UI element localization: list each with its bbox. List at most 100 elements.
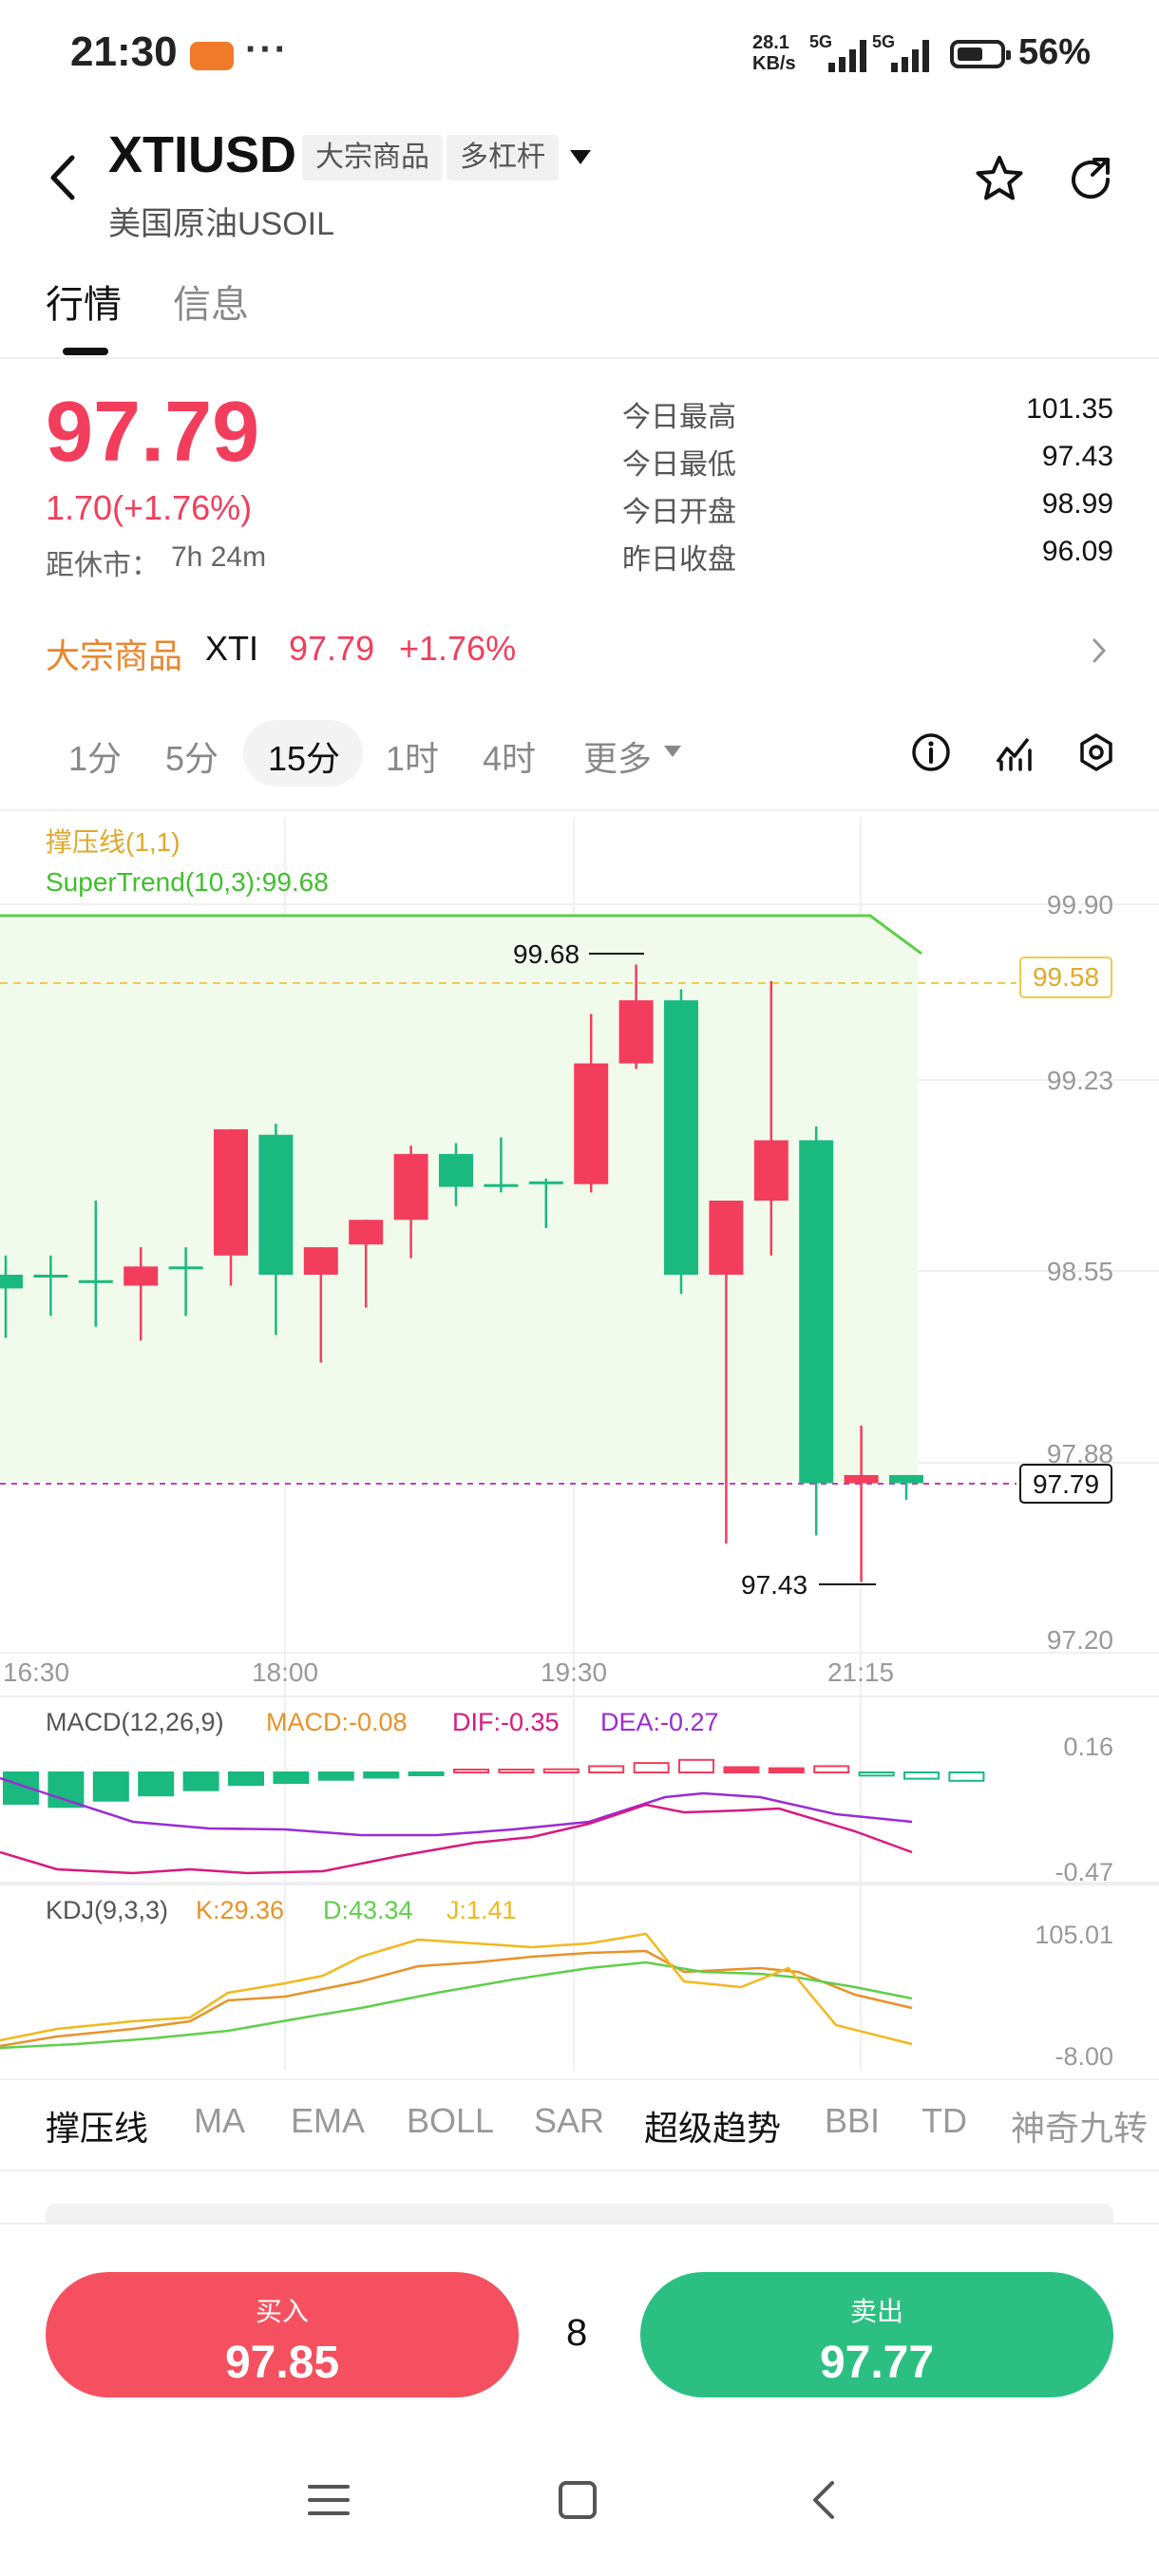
macd-bar xyxy=(182,1771,219,1791)
net-speed-value: 28.1 xyxy=(752,32,789,53)
macd-bar xyxy=(588,1765,625,1774)
indicator-tab-support[interactable]: 撑压线 xyxy=(46,2109,149,2148)
buy-price: 97.85 xyxy=(224,2338,340,2388)
commodity-pct: +1.76% xyxy=(399,629,517,668)
favorite-star-icon[interactable] xyxy=(974,154,1025,210)
nav-home-button[interactable] xyxy=(555,2479,600,2526)
nav-menu-button[interactable] xyxy=(306,2479,352,2526)
candle-body xyxy=(0,1275,23,1289)
indicator-tab-sar[interactable]: SAR xyxy=(534,2101,605,2140)
spread-value: 8 xyxy=(566,2312,588,2354)
market-close-label: 距休市： xyxy=(46,550,160,581)
dif-line xyxy=(0,1803,913,1875)
tab-market[interactable]: 行情 xyxy=(46,284,122,326)
supertrend-price-label: 99.58 xyxy=(1033,962,1099,992)
macd-bar xyxy=(273,1771,310,1784)
macd-tick: 0.16 xyxy=(1063,1733,1113,1761)
timeframe-1m[interactable]: 1分 xyxy=(68,739,123,778)
macd-bar xyxy=(542,1768,580,1774)
k-line xyxy=(0,1949,913,2048)
signal-type-1: 5G xyxy=(809,32,833,51)
sell-label: 卖出 xyxy=(849,2297,903,2326)
chevron-right-icon xyxy=(1092,638,1107,663)
symbol-title: XTIUSD xyxy=(108,126,297,183)
indicator-tab-boll[interactable]: BOLL xyxy=(407,2101,495,2140)
macd-bar xyxy=(633,1762,670,1773)
timeframe-5m[interactable]: 5分 xyxy=(165,739,219,778)
nav-back-button[interactable] xyxy=(806,2479,844,2526)
buy-label: 买入 xyxy=(255,2297,309,2326)
candle-body xyxy=(528,1181,563,1184)
candle-body xyxy=(349,1220,384,1245)
indicator-tab-bbi[interactable]: BBI xyxy=(825,2101,881,2140)
stat-value-high: 101.35 xyxy=(1026,393,1113,425)
battery-icon xyxy=(950,40,1011,68)
macd-bar xyxy=(317,1771,354,1781)
more-notifications-icon: ··· xyxy=(245,28,289,70)
indicator-tab-supertrend[interactable]: 超级趋势 xyxy=(644,2109,782,2148)
macd-bar xyxy=(453,1769,489,1773)
candle-body xyxy=(664,1000,698,1275)
indicator-tab-td[interactable]: TD xyxy=(922,2101,967,2140)
network-speed: 28.1 KB/s xyxy=(752,32,796,74)
x-tick: 21:15 xyxy=(827,1657,894,1687)
macd-bar xyxy=(948,1771,985,1782)
indicator-tab-ema[interactable]: EMA xyxy=(291,2101,366,2140)
divider xyxy=(0,2169,1159,2171)
timeframe-15m[interactable]: 15分 xyxy=(268,739,341,778)
price-change: 1.70(+1.76%) xyxy=(46,488,253,527)
sell-price: 97.77 xyxy=(819,2338,935,2388)
indicator-tab-ma[interactable]: MA xyxy=(194,2101,245,2140)
share-icon[interactable] xyxy=(1066,154,1117,210)
macd-bar xyxy=(228,1771,264,1787)
bottom-panel-edge xyxy=(46,2204,1113,2223)
candle-body xyxy=(753,1140,788,1201)
back-button[interactable] xyxy=(48,154,80,206)
current-price-box xyxy=(1019,1464,1112,1504)
candlestick-chart[interactable]: 99.68 97.43 撑压线(1,1) SuperTrend(10,3):99… xyxy=(0,817,1159,2071)
tab-info[interactable]: 信息 xyxy=(173,284,249,326)
candle-body xyxy=(618,1000,654,1064)
sell-button[interactable]: 卖出 97.77 xyxy=(640,2272,1113,2397)
indicator-tab-magic-nine[interactable]: 神奇九转 xyxy=(1011,2109,1149,2148)
candle-body xyxy=(124,1266,159,1286)
buy-button[interactable]: 买入 97.85 xyxy=(46,2272,519,2397)
candle-body xyxy=(393,1153,428,1221)
current-price: 97.79 xyxy=(46,385,260,480)
commodity-category: 大宗商品 xyxy=(46,636,183,675)
commodity-row[interactable]: 大宗商品 XTI 97.79 +1.76% xyxy=(0,608,1159,693)
symbol-dropdown-icon[interactable] xyxy=(568,148,593,172)
kdj-tick: 105.01 xyxy=(1035,1921,1113,1949)
candle-body xyxy=(844,1474,879,1484)
j-line xyxy=(0,1932,913,2046)
current-price-label: 97.79 xyxy=(1033,1469,1099,1499)
divider xyxy=(0,357,1159,359)
net-speed-unit: KB/s xyxy=(752,53,796,74)
timeframe-more[interactable]: 更多 xyxy=(583,739,653,778)
divider xyxy=(0,2078,1159,2080)
indicator-settings-icon[interactable] xyxy=(994,731,1036,778)
symbol-name: 美国原油USOIL xyxy=(108,206,335,242)
macd-bar xyxy=(903,1771,940,1780)
back-arrow-icon xyxy=(50,155,75,200)
stat-value-low: 97.43 xyxy=(1041,441,1113,472)
x-tick: 18:00 xyxy=(252,1657,318,1687)
chart-settings-icon[interactable] xyxy=(1075,731,1117,778)
timeframe-4h[interactable]: 4时 xyxy=(483,739,537,778)
macd-bar xyxy=(498,1769,535,1773)
status-time: 21:30 xyxy=(70,28,178,75)
market-close-time: 7h 24m xyxy=(171,541,267,573)
macd-legend: MACD(12,26,9) xyxy=(46,1708,224,1736)
macd-bar xyxy=(678,1758,714,1773)
app-notification-icon xyxy=(190,42,234,70)
info-icon[interactable] xyxy=(910,731,952,778)
signal-bars-1-icon xyxy=(828,38,866,72)
candle-body xyxy=(168,1266,203,1270)
macd-bar xyxy=(48,1771,85,1809)
macd-tick: -0.47 xyxy=(1054,1858,1113,1886)
signal-type-2: 5G xyxy=(872,32,896,51)
candle-body xyxy=(78,1279,113,1283)
y-tick: 98.55 xyxy=(1047,1257,1113,1286)
timeframe-1h[interactable]: 1时 xyxy=(386,739,440,778)
high-label: 99.68 xyxy=(513,939,580,969)
